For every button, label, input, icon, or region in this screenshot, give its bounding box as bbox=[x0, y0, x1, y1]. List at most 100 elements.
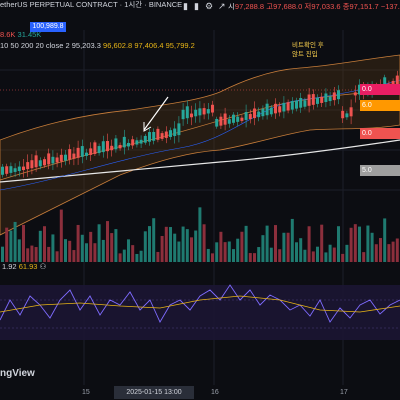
volume-bar bbox=[362, 252, 366, 262]
volume-bar bbox=[391, 241, 395, 262]
volume-bar bbox=[143, 231, 147, 262]
vol-badge: 100,989.8 bbox=[30, 22, 66, 32]
volume-bar bbox=[299, 238, 303, 262]
candle-body bbox=[265, 103, 269, 116]
volume-bar bbox=[156, 251, 160, 262]
candle-body bbox=[169, 130, 172, 137]
volume-bar bbox=[324, 252, 328, 262]
candle-body bbox=[13, 168, 17, 172]
up-arrow-icon[interactable]: ↗ bbox=[218, 1, 226, 11]
candle-body bbox=[198, 108, 202, 116]
volume-bar bbox=[38, 230, 42, 262]
candle-body bbox=[5, 166, 9, 174]
volume-bar bbox=[358, 226, 361, 262]
volume-bar bbox=[55, 251, 59, 262]
volume-bar bbox=[236, 238, 240, 262]
volume-bar bbox=[383, 218, 387, 262]
candle-body bbox=[139, 139, 143, 144]
volume-bars-group bbox=[1, 207, 399, 262]
volume-bar bbox=[1, 246, 4, 262]
symbol-title: etherUS PERPETUAL CONTRACT · 1시간 · BINAN… bbox=[0, 0, 183, 9]
ohlc-readout: 시97,288.8 고97,688.0 저97,033.6 종97,151.7 … bbox=[228, 2, 400, 12]
green-bar-icon[interactable]: ▮ bbox=[183, 1, 188, 11]
x-label-15: 15 bbox=[82, 389, 90, 396]
volume-bar bbox=[248, 253, 252, 262]
volume-bar bbox=[68, 240, 72, 262]
rsi-legend: 1.92 61.93 ⚇ bbox=[2, 262, 46, 272]
bb-value-2: 96,602.8 bbox=[103, 41, 133, 50]
candle-body bbox=[320, 96, 324, 103]
eye-icon[interactable]: ⚇ bbox=[39, 262, 47, 271]
volume-bar bbox=[13, 221, 17, 262]
candle-body bbox=[51, 156, 55, 164]
volume-bar bbox=[341, 253, 345, 262]
candle-body bbox=[303, 100, 307, 107]
candle-body bbox=[202, 108, 206, 115]
ohlc-high: 97,688.0 bbox=[273, 2, 303, 11]
candle-body bbox=[244, 111, 248, 120]
volume-bar bbox=[303, 249, 307, 262]
volume-bar bbox=[169, 227, 172, 262]
volume-bar bbox=[379, 238, 382, 262]
volume-bar bbox=[89, 231, 93, 262]
x-label-17: 17 bbox=[340, 389, 348, 396]
candle-body bbox=[34, 155, 38, 168]
crosshair-time-label: 2025-01-15 13:00 bbox=[114, 386, 194, 399]
candle-body bbox=[148, 132, 151, 142]
volume-bar bbox=[337, 226, 340, 262]
volume-bar bbox=[106, 221, 109, 262]
volume-bar bbox=[265, 225, 269, 262]
volume-bar bbox=[152, 218, 156, 262]
volume-bar bbox=[206, 248, 210, 262]
volume-bar bbox=[26, 248, 30, 262]
annotation-line-1: 비트확인 후 bbox=[292, 42, 324, 49]
candle-body bbox=[349, 107, 353, 117]
candle-body bbox=[118, 144, 122, 149]
volume-bar bbox=[9, 230, 13, 262]
bb-value-1: 95,203.3 bbox=[71, 41, 101, 50]
volume-bar bbox=[139, 250, 143, 262]
volume-bar bbox=[370, 232, 374, 262]
volume-bar bbox=[177, 241, 181, 262]
candle-body bbox=[211, 104, 214, 113]
volume-bar bbox=[97, 224, 101, 262]
candle-body bbox=[89, 148, 93, 155]
volume-bar bbox=[122, 249, 126, 262]
candle-body bbox=[307, 94, 311, 106]
candle-body bbox=[22, 166, 25, 171]
volume-bar bbox=[257, 247, 261, 262]
volume-bar bbox=[332, 247, 336, 262]
candle-body bbox=[261, 108, 265, 117]
candle-body bbox=[286, 102, 290, 111]
candle-body bbox=[76, 147, 80, 158]
candle-body bbox=[38, 160, 42, 167]
candle-body bbox=[152, 132, 156, 141]
volume-bar bbox=[366, 225, 370, 262]
candle-body bbox=[177, 123, 181, 136]
candle-body bbox=[185, 106, 189, 119]
candle-body bbox=[9, 166, 13, 173]
settings-icon[interactable]: ⚙ bbox=[205, 1, 214, 11]
candle-body bbox=[282, 102, 286, 112]
candle-body bbox=[143, 135, 147, 143]
candles-group bbox=[1, 70, 399, 178]
volume-legend: 8.6K 31.45K bbox=[0, 30, 41, 40]
candle-body bbox=[64, 154, 67, 161]
annotation-line-2: 않트 진입 bbox=[292, 51, 318, 58]
candle-body bbox=[278, 106, 282, 113]
candle-body bbox=[93, 142, 97, 154]
candle-body bbox=[72, 153, 76, 159]
candle-body bbox=[173, 128, 177, 137]
candle-body bbox=[215, 118, 219, 127]
candle-body bbox=[131, 139, 135, 146]
volume-bar bbox=[244, 225, 248, 262]
volume-bar bbox=[374, 244, 378, 262]
candle-body bbox=[80, 146, 84, 157]
candle-body bbox=[101, 141, 105, 153]
volume-bar bbox=[253, 253, 256, 262]
price-box-1: 0.0 bbox=[360, 84, 400, 95]
ohlc-prefix: 시 bbox=[228, 2, 235, 11]
volume-bar bbox=[101, 239, 105, 262]
red-bar-icon[interactable]: ▮ bbox=[194, 1, 199, 11]
